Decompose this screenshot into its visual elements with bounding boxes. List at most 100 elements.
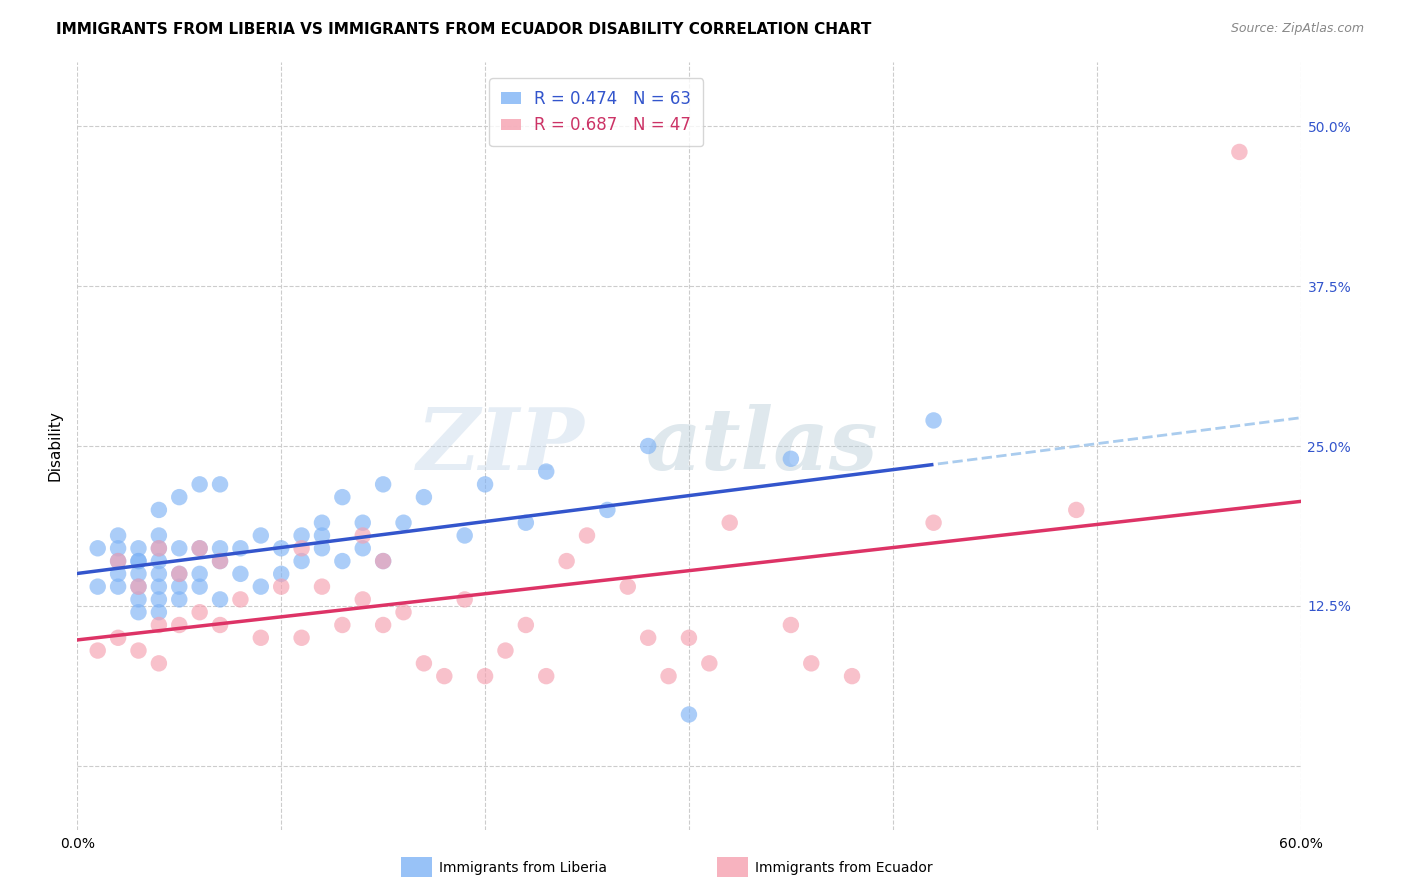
Point (229, 566, 252, 581)
Point (474, 477, 496, 491)
Point (1066, 503, 1088, 517)
Point (127, 580, 149, 594)
Text: atlas: atlas (647, 404, 879, 488)
Point (169, 592, 191, 607)
Y-axis label: Disability: Disability (46, 410, 62, 482)
Point (169, 541, 191, 556)
Point (779, 451, 801, 466)
Point (250, 528, 273, 542)
Point (637, 439, 659, 453)
Point (188, 580, 211, 594)
Point (371, 618, 394, 632)
Point (107, 631, 129, 645)
Point (596, 503, 619, 517)
Point (311, 516, 333, 530)
Point (188, 566, 211, 581)
Point (169, 566, 191, 581)
Point (127, 566, 149, 581)
Point (127, 580, 149, 594)
Text: IMMIGRANTS FROM LIBERIA VS IMMIGRANTS FROM ECUADOR DISABILITY CORRELATION CHART: IMMIGRANTS FROM LIBERIA VS IMMIGRANTS FR… (56, 22, 872, 37)
Point (311, 541, 333, 556)
Point (107, 566, 129, 581)
Point (127, 605, 149, 619)
Point (169, 566, 191, 581)
Point (127, 541, 149, 556)
Text: ZIP: ZIP (418, 404, 585, 488)
Point (127, 554, 149, 568)
Point (127, 643, 149, 657)
Point (453, 528, 475, 542)
Point (87, 541, 110, 556)
Point (413, 657, 436, 671)
Point (250, 580, 273, 594)
Point (229, 541, 252, 556)
Point (515, 516, 537, 530)
Point (148, 592, 170, 607)
Point (534, 465, 557, 479)
Point (229, 592, 252, 607)
Point (371, 477, 394, 491)
Point (148, 605, 170, 619)
Point (148, 541, 170, 556)
Point (127, 554, 149, 568)
Point (515, 618, 537, 632)
Point (800, 657, 823, 671)
Point (87, 643, 110, 657)
Point (208, 541, 231, 556)
Point (169, 490, 191, 504)
Point (148, 541, 170, 556)
Point (474, 669, 496, 683)
Point (352, 516, 374, 530)
Point (413, 490, 436, 504)
Point (148, 528, 170, 542)
Point (332, 490, 354, 504)
Point (718, 516, 741, 530)
Point (311, 528, 333, 542)
Point (188, 477, 211, 491)
Point (148, 580, 170, 594)
Point (169, 580, 191, 594)
Point (495, 643, 517, 657)
Text: Immigrants from Ecuador: Immigrants from Ecuador (755, 861, 932, 875)
Point (311, 580, 333, 594)
Point (841, 669, 863, 683)
Point (208, 554, 231, 568)
Point (371, 554, 394, 568)
Point (779, 618, 801, 632)
Point (352, 541, 374, 556)
Point (699, 657, 721, 671)
Point (148, 554, 170, 568)
Point (658, 669, 681, 683)
Point (617, 580, 640, 594)
Point (637, 631, 659, 645)
Legend: R = 0.474   N = 63, R = 0.687   N = 47: R = 0.474 N = 63, R = 0.687 N = 47 (489, 78, 703, 146)
Point (352, 528, 374, 542)
Point (352, 592, 374, 607)
Point (148, 657, 170, 671)
Point (433, 669, 456, 683)
Point (107, 554, 129, 568)
Point (922, 413, 945, 427)
Point (148, 566, 170, 581)
Point (270, 541, 292, 556)
Point (290, 528, 312, 542)
Point (127, 592, 149, 607)
Point (332, 618, 354, 632)
Point (87, 580, 110, 594)
Point (678, 707, 700, 722)
Point (148, 503, 170, 517)
Point (290, 554, 312, 568)
Point (453, 592, 475, 607)
Point (107, 580, 129, 594)
Point (208, 477, 231, 491)
Point (534, 669, 557, 683)
Point (290, 631, 312, 645)
Point (922, 516, 945, 530)
Point (678, 631, 700, 645)
Point (392, 605, 415, 619)
Point (332, 554, 354, 568)
Point (208, 592, 231, 607)
Point (107, 541, 129, 556)
Point (392, 516, 415, 530)
Point (107, 554, 129, 568)
